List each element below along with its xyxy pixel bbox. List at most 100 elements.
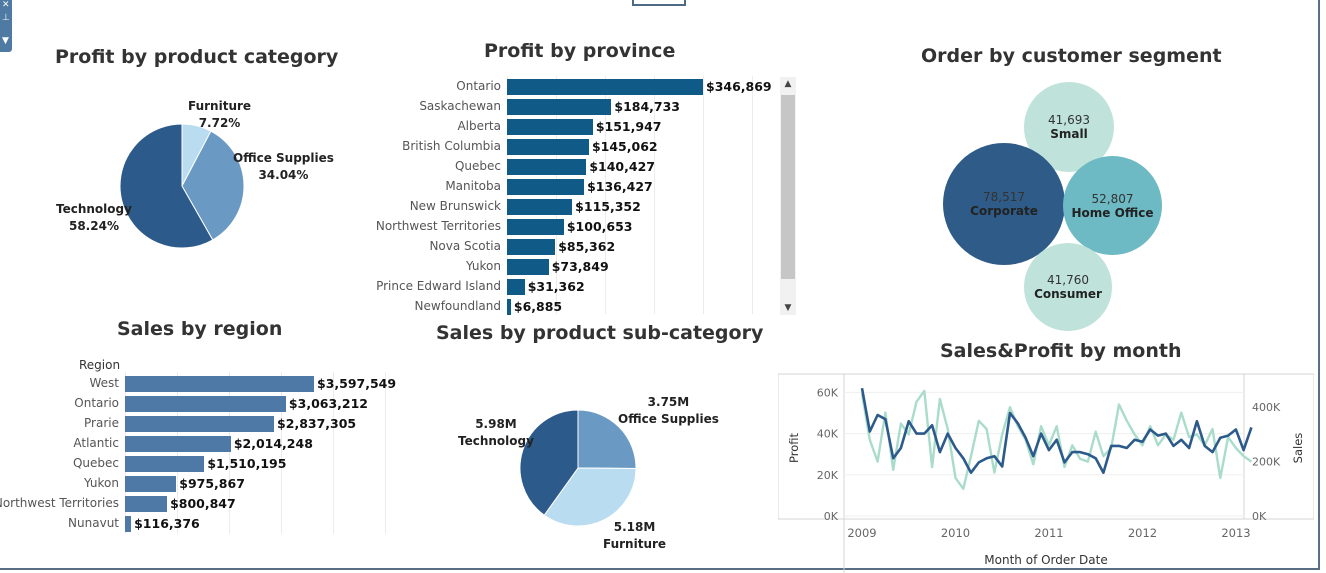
pie2-slice-furniture[interactable]	[543, 467, 636, 526]
gridline	[605, 76, 606, 314]
bar-value-prarie: $2,837,305	[277, 416, 357, 431]
bar-ontario[interactable]	[125, 396, 286, 412]
pie1-technology-name: Technology	[56, 202, 132, 216]
bar-prarie[interactable]	[125, 416, 275, 432]
gridline	[752, 76, 753, 314]
pin-icon[interactable]: ⊥	[2, 13, 10, 23]
bar-ontario[interactable]	[507, 79, 703, 95]
pie1-label-furniture: Furniture 7.72%	[188, 98, 251, 132]
province-scrollbar[interactable]: ▲ ▼	[780, 77, 796, 315]
bar-label-prarie: Prarie	[84, 416, 119, 430]
x-tick: 2013	[1221, 526, 1250, 540]
bar-label-prince-edward-island: Prince Edward Island	[376, 279, 501, 293]
bar-value-new-brunswick: $115,352	[575, 199, 641, 214]
y-left-tick: 40K	[817, 428, 839, 441]
pie2-office-supplies-name: Office Supplies	[618, 412, 719, 426]
bubble-home-office-value: 52,807	[1091, 191, 1134, 206]
pie2-label-technology: 5.98M Technology	[458, 416, 534, 450]
bar-value-northwest-territories: $100,653	[566, 219, 633, 234]
pie1-technology-pct: 58.24%	[68, 219, 119, 233]
bubble-consumer-value: 41,760	[1047, 273, 1089, 287]
bar-yukon[interactable]	[125, 476, 177, 492]
dashboard-tab-handle[interactable]	[632, 0, 686, 6]
scroll-down-icon[interactable]: ▼	[784, 303, 792, 313]
bar-value-british-columbia: $145,062	[591, 139, 658, 154]
bar-value-saskachewan: $184,733	[614, 99, 681, 114]
bubble-consumer-name: Consumer	[1034, 287, 1102, 301]
bar-nova-scotia[interactable]	[507, 239, 556, 255]
bubble-small-name: Small	[1050, 127, 1088, 141]
x-tick: 2011	[1034, 526, 1063, 540]
y-left-tick: 60K	[817, 386, 839, 399]
gridline	[703, 76, 704, 314]
bar-label-quebec: Quebec	[72, 456, 119, 470]
bar-saskachewan[interactable]	[507, 99, 612, 115]
bar-label-yukon: Yukon	[465, 259, 501, 273]
bar-newfoundland[interactable]	[507, 299, 511, 315]
gridline	[333, 372, 334, 534]
bar-new-brunswick[interactable]	[507, 199, 573, 215]
pie2-label-office-supplies: 3.75M Office Supplies	[618, 394, 719, 428]
bar-label-newfoundland: Newfoundland	[414, 299, 501, 313]
bar-manitoba[interactable]	[507, 179, 585, 195]
bar-northwest-territories[interactable]	[125, 496, 168, 512]
bubble-home-office-name: Home Office	[1071, 205, 1154, 220]
bar-value-newfoundland: $6,885	[513, 299, 563, 314]
bar-value-ontario: $3,063,212	[288, 396, 368, 411]
bar-value-ontario: $346,869	[706, 79, 772, 94]
bar-british-columbia[interactable]	[507, 139, 589, 155]
dropdown-arrow-icon[interactable]: ▼	[2, 36, 9, 46]
bar-label-british-columbia: British Columbia	[402, 139, 501, 153]
scrollbar-thumb[interactable]	[781, 95, 795, 279]
bar-label-alberta: Alberta	[457, 119, 501, 133]
bar-value-northwest-territories: $800,847	[170, 496, 236, 511]
line-profit[interactable]	[860, 387, 1253, 474]
bar-prince-edward-island[interactable]	[507, 279, 525, 295]
x-axis-label: Month of Order Date	[984, 553, 1107, 567]
pie2-label-furniture: 5.18M Furniture	[603, 519, 666, 553]
sales-profit-line-chart[interactable]: 60K 40K 20K 0K 400K 200K 0K 2009 2010 2011 2012 201…	[778, 368, 1314, 573]
y-left-tick: 0K	[824, 510, 839, 523]
line-sales[interactable]	[860, 389, 1253, 491]
sales-by-subcategory-pie[interactable]	[520, 410, 636, 526]
bar-value-alberta: $151,947	[595, 119, 662, 134]
pie2-office-supplies-amount: 3.75M	[647, 395, 690, 409]
x-tick: 2010	[941, 526, 970, 540]
bar-value-yukon: $73,849	[551, 259, 609, 274]
close-icon[interactable]: ✕	[2, 0, 10, 10]
bubble-corporate-name: Corporate	[970, 204, 1038, 218]
profit-by-category-pie[interactable]	[120, 124, 244, 248]
filter-panel-toggle[interactable]: ✕ ⊥ ▼	[0, 0, 12, 52]
bar-label-nunavut: Nunavut	[68, 516, 119, 530]
gridline	[125, 372, 126, 534]
pie1-slice-technology[interactable]	[120, 124, 214, 248]
bar-atlantic[interactable]	[125, 436, 231, 452]
pie1-office-supplies-pct: 34.04%	[258, 168, 309, 182]
bar-quebec[interactable]	[125, 456, 205, 472]
gridline	[556, 76, 557, 314]
pie2-slice-technology[interactable]	[520, 410, 579, 516]
bar-quebec[interactable]	[507, 159, 587, 175]
x-tick: 2009	[847, 526, 876, 540]
pie2-slice-office-supplies[interactable]	[577, 410, 636, 470]
gridline	[385, 372, 386, 534]
bar-label-manitoba: Manitoba	[445, 179, 501, 193]
bubble-home-office[interactable]: 52,807 Home Office	[1063, 156, 1162, 255]
bar-yukon[interactable]	[507, 259, 549, 275]
bar-label-yukon: Yukon	[83, 476, 119, 490]
bar-label-quebec: Quebec	[454, 159, 501, 173]
bar-label-northwest-territories: Northwest Territories	[375, 219, 501, 233]
bar-label-northwest-territories: Northwest Territories	[0, 496, 119, 510]
bar-alberta[interactable]	[507, 119, 593, 135]
y-left-tick: 20K	[817, 469, 839, 482]
bubble-consumer[interactable]: 41,760 Consumer	[1024, 243, 1112, 331]
bubble-corporate[interactable]: 78,517 Corporate	[943, 143, 1065, 265]
y-right-axis-label: Sales	[1291, 433, 1305, 464]
bar-west[interactable]	[125, 376, 314, 392]
scroll-up-icon[interactable]: ▲	[784, 79, 792, 89]
profit-by-province-title: Profit by province	[484, 40, 676, 62]
bar-nunavut[interactable]	[125, 516, 132, 532]
bar-northwest-territories[interactable]	[507, 219, 564, 235]
bar-label-new-brunswick: New Brunswick	[409, 199, 501, 213]
